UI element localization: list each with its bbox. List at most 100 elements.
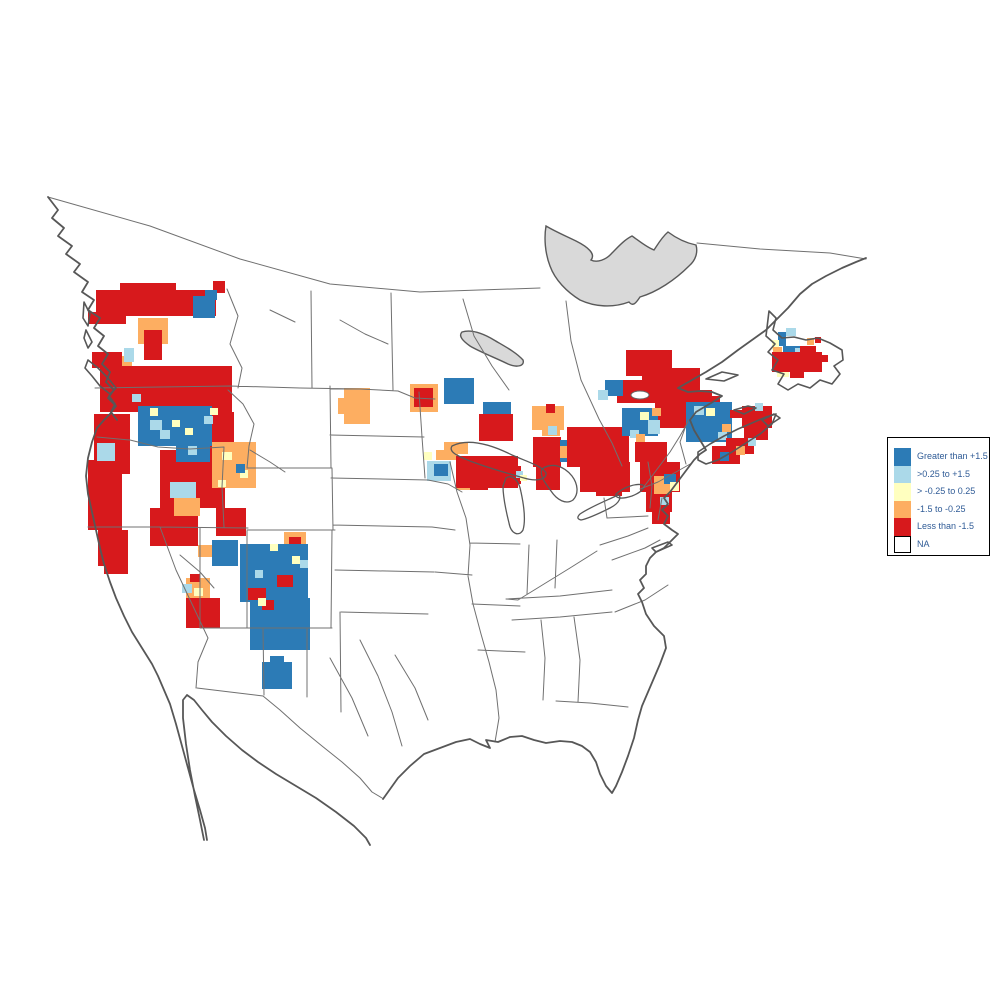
raster-cell-block-colorado-rockies [258, 598, 266, 606]
raster-cell-block-colorado-rockies [250, 598, 310, 650]
raster-cell-block-wasatch [212, 540, 238, 566]
raster-cell-block-colorado-rockies [292, 556, 300, 564]
legend-item: > -0.25 to 0.25 [894, 483, 985, 501]
raster-cell-block-coastal-oregon-california [104, 552, 128, 574]
raster-cell-block-newfoundland [807, 338, 814, 345]
raster-cell-block-laurentians [630, 430, 639, 438]
raster-cell-block-bc-plateau [205, 290, 217, 300]
raster-cell-block-central-quebec [598, 390, 608, 400]
raster-cell-block-pacific-northwest [150, 420, 162, 430]
lake-winnipeg [459, 330, 524, 367]
raster-cell-block-newfoundland [777, 368, 789, 377]
raster-cell-block-western-great-lakes [436, 450, 458, 460]
raster-cell-block-newfoundland [778, 332, 786, 346]
raster-cell-block-western-great-lakes [424, 452, 432, 460]
raster-cell-block-lake-superior-shore [516, 471, 523, 478]
great-lakes-outline [450, 441, 645, 535]
raster-cell-block-bc-interior [144, 330, 162, 360]
raster-cell-block-southern-quebec [635, 442, 667, 462]
raster-cell-block-arizona-mogollon [270, 656, 284, 664]
raster-cell-block-new-england [660, 497, 669, 505]
raster-cell-block-pacific-northwest [188, 446, 197, 455]
raster-cell-block-pacific-northwest [92, 352, 122, 368]
raster-cell-block-pacific-northwest [97, 443, 115, 461]
raster-cell-block-nova-scotia [736, 446, 745, 455]
raster-cell-block-laurentians [652, 408, 661, 416]
raster-cell-block-newfoundland [786, 328, 796, 336]
legend-item: Greater than +1.5 [894, 448, 988, 466]
raster-cell-block-lake-nipissing [548, 426, 557, 435]
pacific-and-gulf-coastline [47, 196, 867, 846]
raster-cell-block-central-ontario [444, 378, 474, 404]
raster-cell-block-lake-of-the-woods [479, 414, 513, 441]
raster-cell-block-laurentians [636, 434, 645, 442]
legend-label: NA [917, 538, 930, 549]
legend-swatch [894, 535, 911, 553]
raster-cell-block-newfoundland [815, 337, 821, 343]
raster-cell-block-newfoundland [790, 370, 804, 378]
legend-swatch [894, 500, 911, 518]
legend-swatch [894, 465, 911, 483]
raster-cell-block-prairies [344, 388, 370, 424]
raster-cell-block-newfoundland [772, 352, 822, 372]
raster-cell-block-snake-river [198, 545, 214, 557]
raster-cell-block-great-basin [190, 574, 200, 582]
raster-cell-block-colorado-rockies [270, 544, 278, 551]
raster-cell-block-colorado-rockies [255, 570, 263, 578]
raster-cell-block-north-of-huron [560, 446, 570, 458]
raster-cell-block-wasatch [216, 508, 246, 536]
raster-cell-block-new-brunswick [722, 424, 731, 432]
raster-cell-block-lake-superior-shore [470, 484, 488, 490]
raster-cell-block-great-basin [182, 584, 192, 593]
state-province-borders [47, 196, 867, 799]
raster-cell-block-pacific-northwest [100, 366, 232, 412]
raster-cell-block-pacific-northwest [185, 428, 193, 435]
legend-swatch [894, 483, 911, 501]
raster-cell-block-bc-coast [120, 283, 176, 295]
legend-label: Less than -1.5 [917, 521, 975, 532]
raster-cell-block-laurentians [648, 420, 660, 434]
hudson-bay [544, 224, 698, 307]
legend-label: -1.5 to -0.25 [917, 503, 966, 514]
raster-cell-block-nova-scotia [755, 403, 763, 411]
legend-label: Greater than +1.5 [917, 451, 988, 462]
raster-cell-block-southern-quebec [567, 427, 629, 467]
raster-cell-block-newfoundland [773, 347, 782, 354]
raster-cell-block-prairies [338, 398, 348, 414]
raster-cell-block-pacific-northwest [210, 408, 218, 415]
raster-cell-block-sault [546, 404, 555, 413]
raster-cell-block-pacific-northwest [204, 416, 213, 424]
legend-label: >0.25 to +1.5 [917, 468, 971, 479]
raster-cell-block-nova-scotia [730, 410, 744, 418]
raster-cell-block-nova-scotia [744, 428, 768, 440]
legend-item: >0.25 to +1.5 [894, 465, 985, 483]
raster-cell-block-snake-river [240, 470, 248, 478]
raster-cell-block-snake-river [174, 498, 200, 516]
raster-cell-block-pacific-northwest [160, 430, 170, 439]
raster-cell-block-snake-river [236, 464, 245, 473]
raster-cell-block-pacific-northwest [124, 348, 134, 362]
raster-cell-block-colorado-rockies [277, 575, 293, 587]
raster-cell-block-newfoundland [772, 340, 779, 350]
raster-cells [88, 281, 828, 689]
raster-cell-block-southern-quebec [596, 486, 622, 496]
legend-label: > -0.25 to 0.25 [917, 486, 976, 497]
islands-outline [82, 301, 844, 553]
legend-swatch [894, 448, 911, 466]
raster-cell-block-pacific-northwest [132, 394, 141, 402]
raster-cell-block-snake-river [222, 452, 232, 460]
raster-cell-block-arizona-mogollon [262, 662, 292, 689]
legend-swatch [894, 518, 911, 536]
raster-cell-block-prairies [414, 388, 433, 407]
lac-saint-jean [630, 390, 650, 400]
raster-cell-block-western-great-lakes [434, 464, 448, 476]
legend-item: Less than -1.5 [894, 518, 985, 536]
raster-cell-block-pacific-northwest [170, 482, 196, 498]
raster-cell-block-newfoundland [822, 355, 828, 362]
raster-cell-block-colorado-rockies [262, 600, 274, 610]
raster-cell-block-bc-plateau [193, 296, 215, 318]
raster-cell-block-new-brunswick [706, 408, 715, 416]
legend-item: -1.5 to -0.25 [894, 500, 985, 518]
